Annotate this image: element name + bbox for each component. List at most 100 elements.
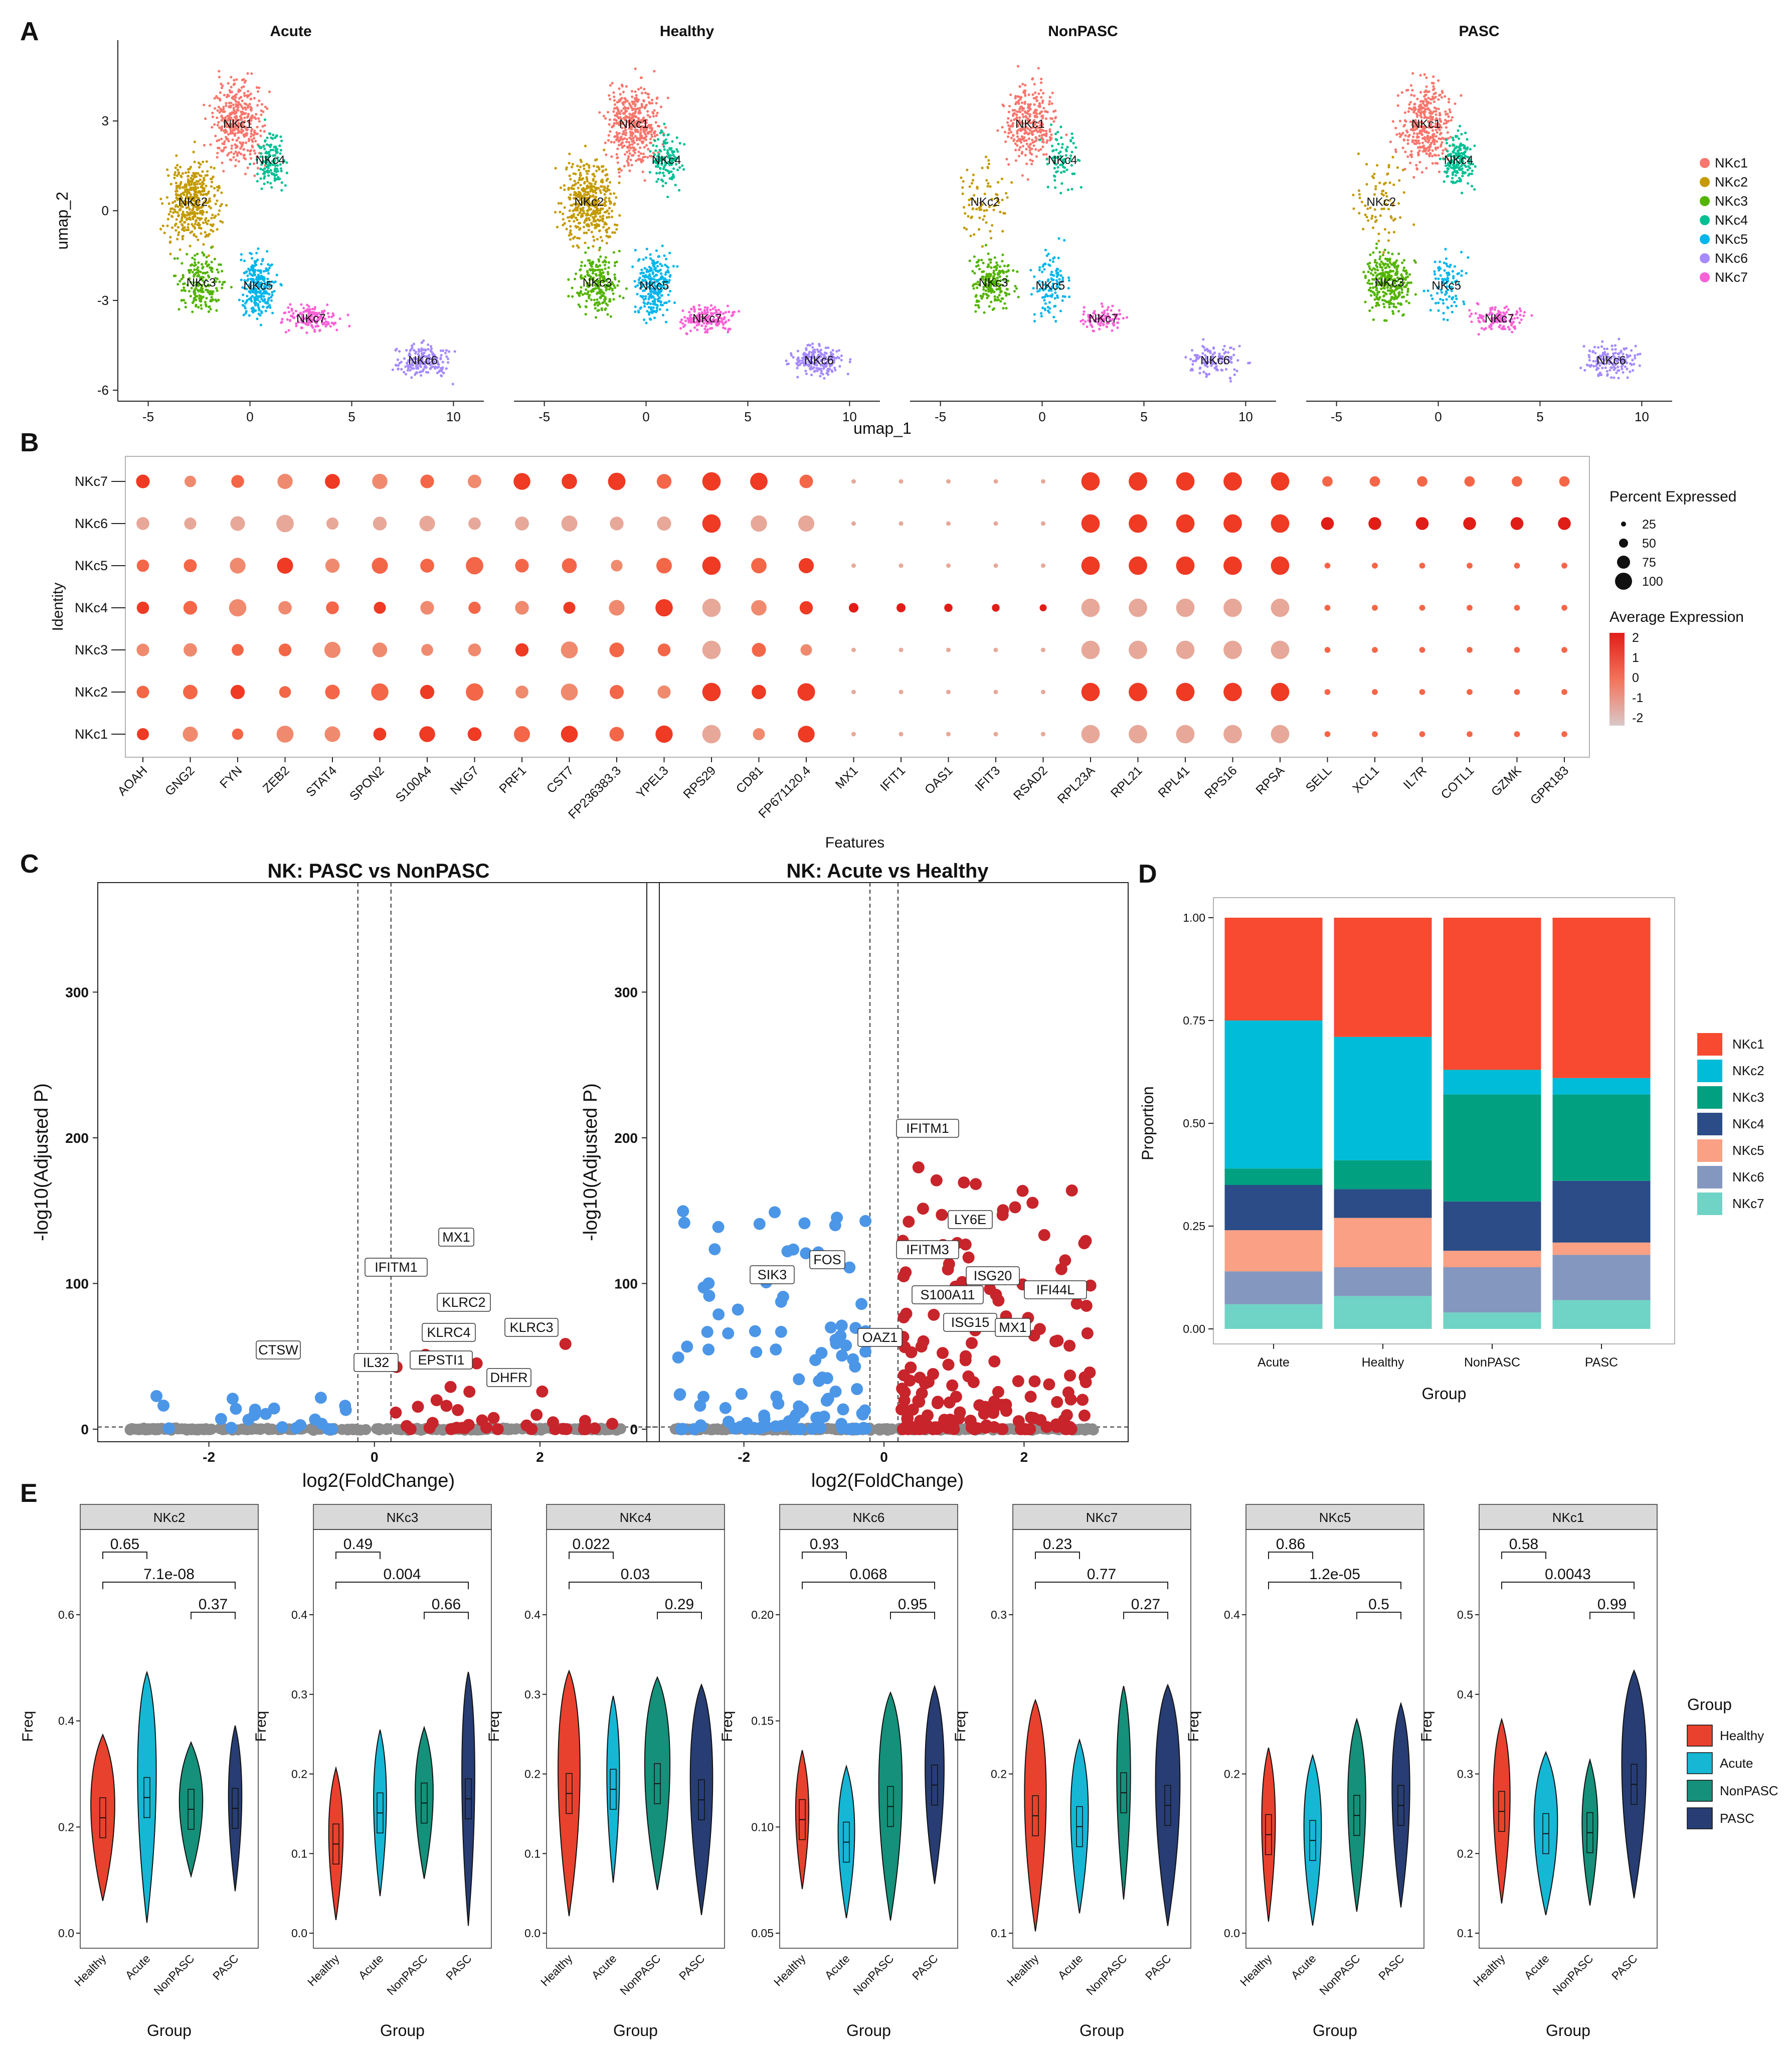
umap-point [633, 112, 636, 115]
umap-point [1406, 142, 1409, 145]
umap-point [580, 261, 583, 264]
umap-point [1045, 141, 1048, 144]
umap-point [574, 225, 577, 228]
umap-point [173, 257, 176, 260]
umap-point [626, 138, 629, 141]
umap-point [651, 102, 654, 105]
umap-point [668, 300, 671, 303]
umap-point [608, 94, 611, 97]
umap-point [585, 162, 588, 165]
umap-point [968, 185, 971, 188]
umap-point [248, 314, 251, 317]
umap-point [568, 152, 571, 155]
umap-point [1035, 155, 1038, 158]
umap-point [200, 186, 203, 189]
umap-point [1233, 368, 1236, 371]
umap-point [279, 148, 283, 152]
umap-point [1035, 96, 1038, 99]
umap-point [681, 164, 684, 167]
umap-point [241, 99, 244, 102]
umap-point [243, 272, 246, 275]
umap-point [978, 216, 981, 219]
umap-point [616, 113, 619, 116]
umap-point [649, 253, 652, 256]
umap-point [200, 193, 203, 196]
umap-point [653, 70, 656, 73]
umap-point [619, 112, 622, 115]
umap-point [235, 105, 238, 108]
umap-point [220, 191, 223, 194]
umap-point [404, 373, 408, 376]
umap-point [243, 92, 246, 95]
umap-point [1423, 136, 1426, 139]
umap-point [591, 262, 594, 265]
umap-point [253, 129, 256, 132]
umap-point [984, 155, 988, 158]
umap-point [709, 308, 712, 311]
cluster-label: NKc1 [1015, 117, 1045, 131]
umap-point [613, 103, 617, 106]
umap-point [567, 216, 570, 219]
umap-point [161, 224, 164, 227]
umap-point [614, 278, 617, 281]
umap-point [583, 164, 586, 167]
umap-point [1049, 117, 1052, 120]
umap-point [199, 270, 202, 273]
umap-point [1045, 293, 1048, 296]
umap-point [585, 169, 588, 173]
umap-point [645, 103, 648, 106]
umap-point [1074, 146, 1078, 149]
umap-point [1417, 139, 1420, 142]
umap-point [335, 328, 338, 331]
umap-point [1440, 143, 1443, 146]
umap-point [233, 79, 236, 82]
umap-point [985, 221, 988, 224]
umap-point [267, 174, 270, 177]
umap-point [602, 217, 605, 220]
umap-point [244, 108, 247, 111]
umap-point [1039, 148, 1042, 151]
umap-point [1059, 309, 1062, 312]
umap-point [1448, 108, 1451, 111]
umap-point [262, 110, 265, 113]
umap-point [1038, 134, 1041, 137]
umap-point [817, 350, 820, 353]
umap-point [410, 376, 413, 379]
umap-point [271, 293, 274, 297]
umap-point [1035, 137, 1038, 140]
umap-point [1116, 326, 1119, 329]
umap-point [183, 193, 186, 196]
umap-point [717, 308, 720, 311]
cluster-label: NKc1 [223, 117, 253, 131]
umap-point [442, 371, 445, 375]
umap-point [603, 186, 606, 189]
umap-point [641, 170, 644, 174]
umap-point [556, 226, 559, 229]
umap-point [1001, 199, 1004, 202]
umap-point [1080, 186, 1083, 189]
umap-point [991, 224, 994, 227]
umap-point [604, 196, 607, 199]
umap-point [609, 201, 612, 204]
umap-point [655, 102, 658, 105]
umap-point [178, 184, 182, 187]
umap-point [565, 167, 568, 170]
umap-point [603, 263, 606, 267]
umap-point [201, 284, 204, 287]
umap-point [1020, 150, 1024, 153]
umap-point [243, 133, 246, 136]
umap-point [1195, 356, 1198, 359]
umap-point [180, 181, 183, 184]
umap-point [1024, 153, 1027, 156]
umap-point [234, 164, 237, 167]
umap-point [651, 111, 654, 114]
umap-point [607, 266, 610, 269]
umap-point [245, 128, 248, 131]
umap-point [247, 113, 250, 116]
umap-point [279, 152, 282, 155]
umap-point [421, 370, 424, 373]
umap-point [207, 274, 210, 277]
umap-point [992, 307, 996, 310]
umap-point [184, 289, 187, 292]
umap-point [185, 203, 188, 206]
